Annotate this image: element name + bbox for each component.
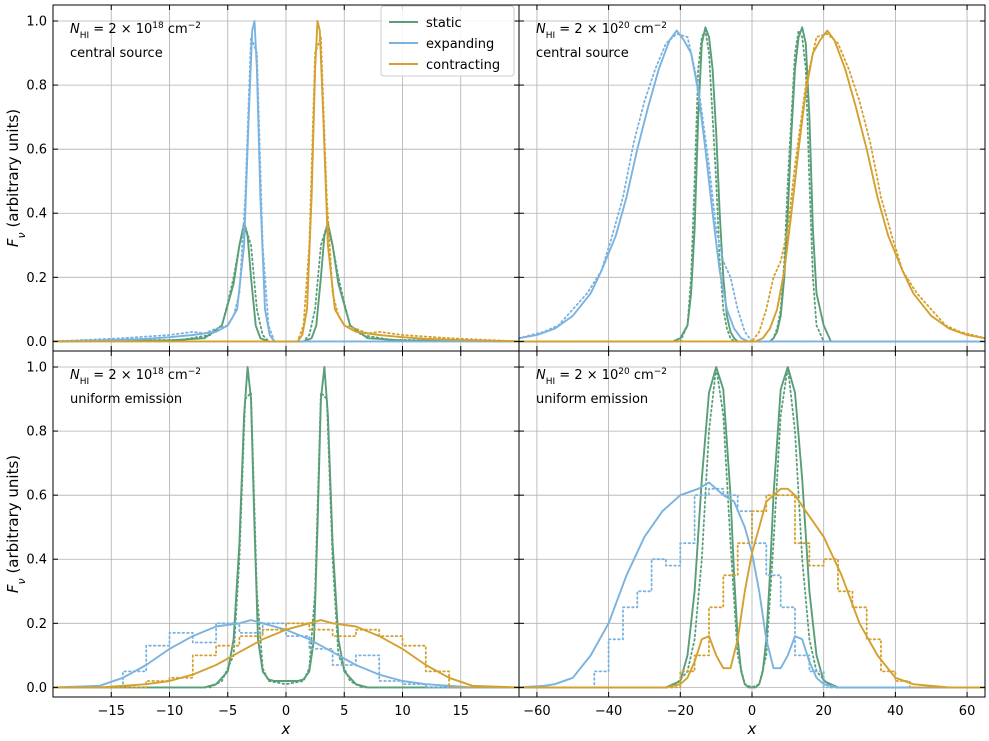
x-axis-label-right: x: [747, 720, 757, 738]
series-line-expanding-solid: [519, 481, 985, 689]
series-line-contracting-solid: [519, 29, 985, 343]
y-axis-label-bottom: Fν (arbitrary units): [4, 455, 28, 593]
series-line-expanding-dotted: [519, 487, 985, 689]
x-tick-label: −10: [156, 704, 183, 719]
series-line-expanding-dotted: [53, 622, 519, 689]
grid: [519, 5, 985, 351]
panel-bottom-left: −15 −10 −5 0 5 10 15 0.0 0.2 0.4 0.6 0.8 1.0 NHI = 2 …: [26, 350, 520, 719]
legend-label-expanding: expanding: [426, 37, 494, 52]
case-label: uniform emission: [70, 392, 182, 407]
y-tick-label: 0.4: [26, 553, 47, 568]
y-axis-label-top: Fν (arbitrary units): [4, 109, 28, 247]
panel-annotation: NHI = 2 × 1018 cm−2 uniform emission: [70, 367, 201, 407]
case-label: central source: [536, 46, 629, 61]
y-tick-label: 0.8: [26, 79, 47, 94]
panel-annotation: NHI = 2 × 1020 cm−2 central source: [536, 21, 667, 61]
x-tick-label: 20: [815, 704, 832, 719]
y-tick-label: 0.6: [26, 489, 47, 504]
x-tick-label: −20: [667, 704, 694, 719]
x-tick-label: −15: [98, 704, 125, 719]
y-axis-label-rest: (arbitrary units): [4, 455, 22, 578]
x-axis-label-left: x: [281, 720, 291, 738]
panel-bottom-right: −60 −40 −20 0 20 40 60 NHI = 2 × 1020 cm−2 unifo…: [518, 350, 986, 719]
x-tick-label: −60: [523, 704, 550, 719]
y-axis-label-rest: (arbitrary units): [4, 109, 22, 232]
legend-frame: [380, 5, 515, 77]
y-tick-label: 0.2: [26, 617, 47, 632]
series-line-contracting-dotted: [519, 494, 985, 689]
panels: 0.0 0.2 0.4 0.6 0.8 1.0 NHI = 2 × 1018 cm−2 cen…: [26, 4, 986, 719]
legend-label-contracting: contracting: [426, 58, 500, 73]
y-tick-label: 0.6: [26, 143, 47, 158]
series-group: [53, 20, 519, 343]
grid: [519, 351, 985, 697]
ticks: 0.0 0.2 0.4 0.6 0.8 1.0: [26, 5, 519, 351]
y-axis-label-sub: ν: [15, 578, 28, 584]
series-line-contracting-solid: [519, 487, 985, 689]
column-density-label: NHI = 2 × 1018 cm−2: [70, 21, 201, 41]
column-density-label: NHI = 2 × 1018 cm−2: [70, 367, 201, 387]
y-axis-label-main: F: [4, 584, 22, 593]
column-density-label: NHI = 2 × 1020 cm−2: [536, 21, 667, 41]
legend: static expanding contracting: [380, 5, 515, 77]
series-line-static-solid: [53, 366, 519, 689]
x-tick-label: 60: [959, 704, 976, 719]
y-axis-label-main: F: [4, 238, 22, 247]
case-label: central source: [70, 46, 163, 61]
x-tick-label: 5: [340, 704, 348, 719]
y-tick-label: 0.2: [26, 271, 47, 286]
panel-annotation: NHI = 2 × 1020 cm−2 uniform emission: [536, 367, 667, 407]
ticks: −60 −40 −20 0 20 40 60: [519, 351, 985, 719]
ticks: −15 −10 −5 0 5 10 15 0.0 0.2 0.4 0.6 0.8 1.0: [26, 351, 519, 719]
series-line-expanding-dotted: [519, 32, 985, 343]
y-tick-label: 0.0: [26, 681, 47, 696]
column-density-label: NHI = 2 × 1020 cm−2: [536, 367, 667, 387]
series-line-contracting-dotted: [53, 36, 519, 343]
panel-annotation: NHI = 2 × 1018 cm−2 central source: [70, 21, 201, 61]
series-line-contracting-dotted: [53, 622, 519, 689]
y-tick-label: 0.8: [26, 425, 47, 440]
x-tick-label: 40: [887, 704, 904, 719]
x-tick-label: 0: [282, 704, 290, 719]
y-tick-label: 0.4: [26, 207, 47, 222]
series-group: [53, 366, 519, 689]
series-line-static-solid: [519, 366, 985, 689]
y-tick-label: 1.0: [26, 361, 47, 376]
series-group: [519, 26, 985, 343]
y-axis-label-sub: ν: [15, 232, 28, 238]
x-tick-label: 10: [394, 704, 411, 719]
x-tick-label: 15: [452, 704, 469, 719]
panel-top-right: NHI = 2 × 1020 cm−2 central source: [518, 4, 986, 352]
series-line-contracting-dotted: [519, 32, 985, 343]
series-line-expanding-solid: [519, 29, 985, 343]
case-label: uniform emission: [536, 392, 648, 407]
x-tick-label: −40: [595, 704, 622, 719]
grid: [53, 351, 519, 697]
x-tick-label: 0: [748, 704, 756, 719]
series-group: [519, 366, 985, 689]
y-tick-label: 1.0: [26, 15, 47, 30]
series-line-static-dotted: [519, 366, 985, 689]
x-tick-label: −5: [218, 704, 237, 719]
series-line-expanding-dotted: [53, 36, 519, 343]
series-line-contracting-solid: [53, 619, 519, 689]
ticks: [519, 5, 985, 351]
y-tick-label: 0.0: [26, 335, 47, 350]
legend-label-static: static: [426, 16, 462, 31]
